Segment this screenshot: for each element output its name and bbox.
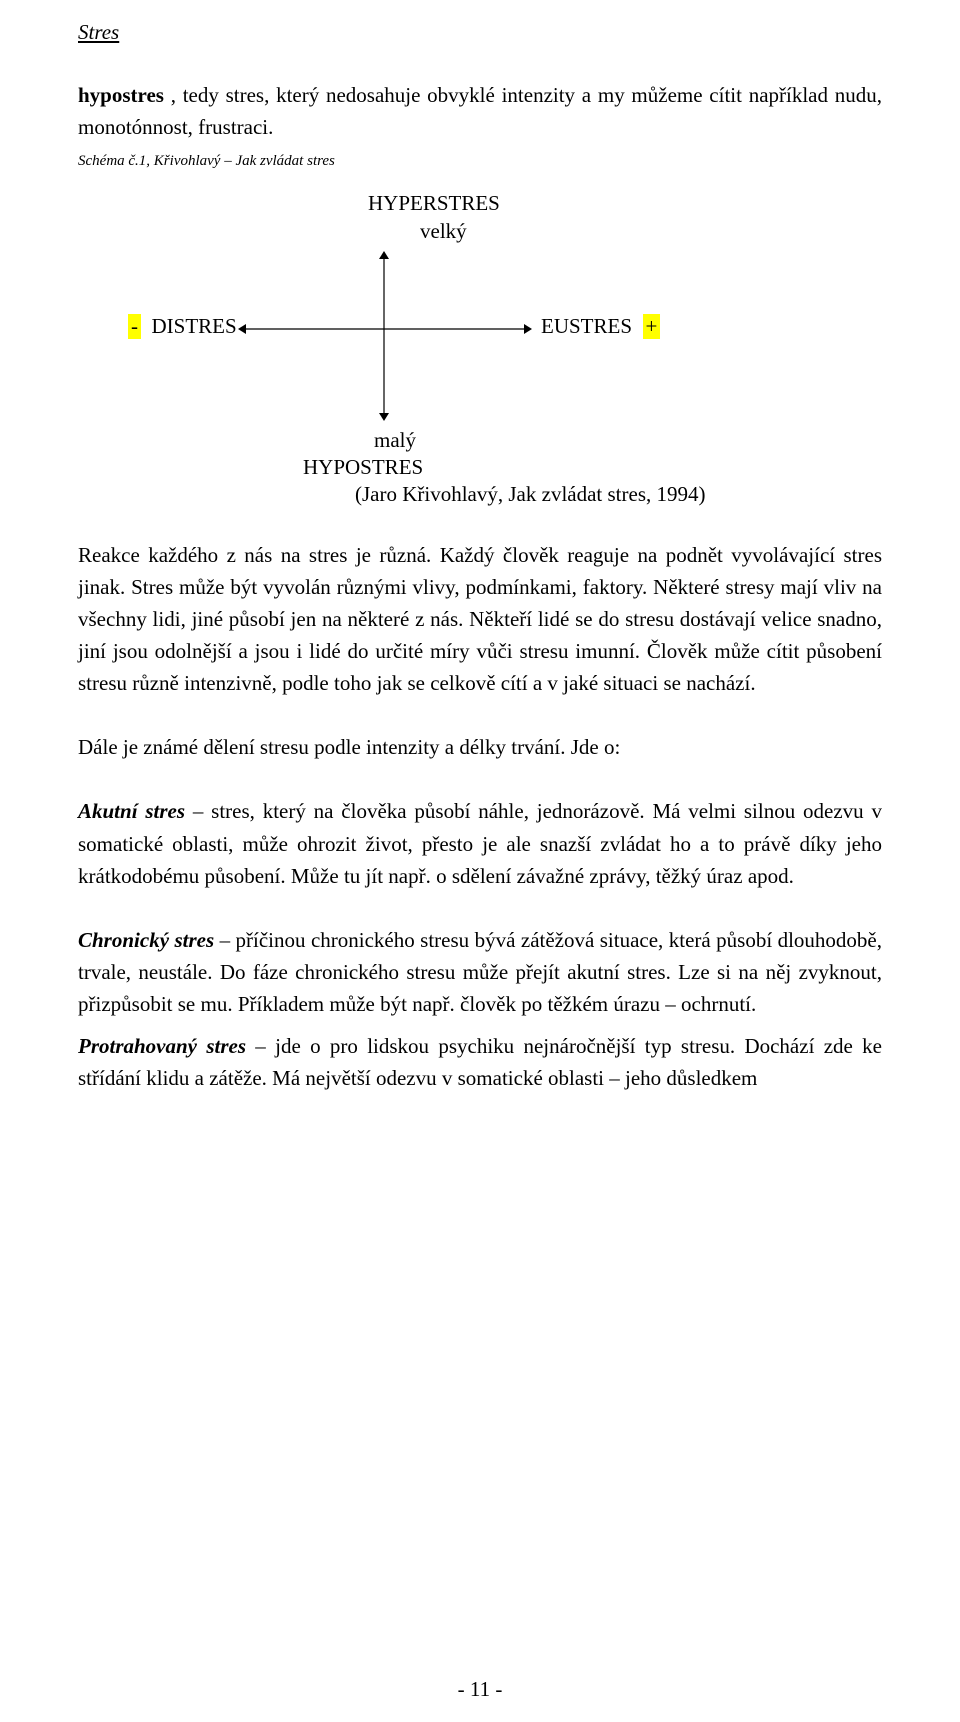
paragraph-chronicky: Chronický stres – příčinou chronického s…: [78, 924, 882, 1020]
label-hyperstres: HYPERSTRES: [368, 191, 500, 215]
text-akutni: – stres, který na člověka působí náhle, …: [78, 799, 882, 887]
diagram-cross: - DISTRES EUSTRES +: [78, 251, 882, 421]
paragraph-deleni: Dále je známé dělení stresu podle intenz…: [78, 731, 882, 763]
intro-paragraph: hypostres , tedy stres, který nedosahuje…: [78, 79, 882, 143]
label-hypostres: HYPOSTRES: [303, 455, 423, 479]
diagram-bottom-label: malý HYPOSTRES (Jaro Křivohlavý, Jak zvl…: [303, 427, 882, 509]
figure-caption: Schéma č.1, Křivohlavý – Jak zvládat str…: [78, 153, 882, 170]
label-distres: DISTRES: [152, 314, 237, 338]
term-chronicky-stres: Chronický stres: [78, 928, 214, 952]
label-velky: velký: [420, 219, 467, 243]
intro-text: , tedy stres, který nedosahuje obvyklé i…: [78, 83, 882, 139]
label-left: - DISTRES: [128, 314, 237, 339]
page-number: - 11 -: [0, 1677, 960, 1702]
term-akutni-stres: Akutní stres: [78, 799, 185, 823]
label-right: EUSTRES +: [541, 314, 660, 339]
diagram-top-label: HYPERSTRES velký: [368, 190, 882, 245]
section-heading: Stres: [78, 20, 882, 45]
label-maly: malý: [374, 428, 416, 452]
stress-diagram: HYPERSTRES velký - DISTRES EUSTRES + mal…: [78, 190, 882, 508]
term-protrahovany-stres: Protrahovaný stres: [78, 1034, 246, 1058]
paragraph-reakce: Reakce každého z nás na stres je různá. …: [78, 539, 882, 700]
paragraph-protrahovany: Protrahovaný stres – jde o pro lidskou p…: [78, 1030, 882, 1094]
minus-sign-icon: -: [128, 314, 141, 339]
plus-sign-icon: +: [643, 314, 661, 339]
term-hypostres: hypostres: [78, 83, 164, 107]
label-eustres: EUSTRES: [541, 314, 632, 338]
diagram-citation: (Jaro Křivohlavý, Jak zvládat stres, 199…: [355, 482, 706, 506]
paragraph-akutni: Akutní stres – stres, který na člověka p…: [78, 795, 882, 891]
